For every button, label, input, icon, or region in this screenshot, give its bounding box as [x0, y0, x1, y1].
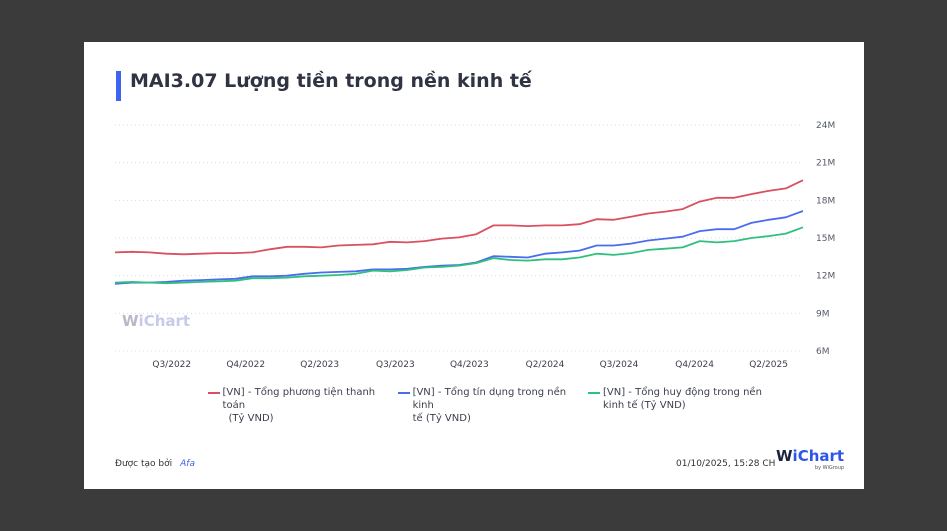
legend-label: [VN] - Tổng phương tiện thanh toán: [222, 387, 376, 411]
legend-label-unit: kinh tế (Tỷ VND): [603, 400, 686, 411]
x-tick-label: Q3/2024: [600, 360, 639, 370]
legend-label: [VN] - Tổng tín dụng trong nền kinh: [412, 387, 567, 411]
x-tick-label: Q2/2024: [526, 360, 565, 370]
x-tick-label: Q2/2025: [749, 360, 788, 370]
x-tick-label: Q4/2023: [450, 360, 489, 370]
x-tick-label: Q3/2023: [376, 360, 415, 370]
chart-title: MAI3.07 Lượng tiền trong nền kinh tế: [130, 70, 532, 92]
legend-item-payment[interactable]: [VN] - Tổng phương tiện thanh toán (Tỷ VN…: [208, 386, 394, 425]
x-tick-label: Q3/2022: [152, 360, 191, 370]
x-tick-label: Q4/2024: [675, 360, 714, 370]
legend-swatch: [398, 392, 410, 394]
logo-subtitle: by WiGroup: [814, 465, 845, 471]
created-by-label: Được tạo bởi: [115, 459, 173, 469]
x-tick-label: Q4/2022: [226, 360, 265, 370]
y-tick-label: 12M: [816, 272, 835, 282]
y-tick-label: 15M: [816, 234, 835, 244]
x-tick-label: Q2/2023: [300, 360, 339, 370]
created-by: Được tạo bởi Afa: [115, 459, 195, 469]
legend-item-mobilization[interactable]: [VN] - Tổng huy động trong nền kinh tế (T…: [588, 386, 768, 425]
y-tick-label: 9M: [816, 309, 830, 319]
legend: [VN] - Tổng phương tiện thanh toán (Tỷ VN…: [208, 386, 768, 425]
line-chart: 6M 9M 12M 15M 18M 21M 24M Q3/2022 Q4/2022 Q2/2023…: [114, 121, 835, 370]
chart-card: MAI3.07 Lượng tiền trong nền kinh tế 6M 9…: [84, 42, 864, 489]
y-tick-label: 18M: [816, 196, 835, 206]
legend-label-unit: tế (Tỷ VND): [412, 413, 471, 424]
y-tick-label: 6M: [816, 347, 830, 357]
watermark-logo: WiChart: [122, 312, 191, 330]
title-accent: [116, 71, 121, 101]
legend-label: [VN] - Tổng huy động trong nền: [603, 387, 762, 398]
wichart-logo[interactable]: WiChart by WiGroup: [776, 447, 845, 471]
series-line-1: [114, 210, 804, 285]
y-tick-label: 24M: [816, 121, 835, 131]
timestamp: 01/10/2025, 15:28 CH: [676, 459, 776, 469]
series-line-0: [114, 179, 804, 256]
legend-item-credit[interactable]: [VN] - Tổng tín dụng trong nền kinh tế (T…: [398, 386, 584, 425]
series-line-2: [114, 226, 804, 285]
legend-swatch: [588, 392, 600, 394]
y-tick-label: 21M: [816, 159, 835, 169]
legend-label-unit: (Tỷ VND): [228, 413, 274, 424]
legend-swatch: [208, 392, 220, 394]
author-link[interactable]: Afa: [180, 459, 195, 469]
